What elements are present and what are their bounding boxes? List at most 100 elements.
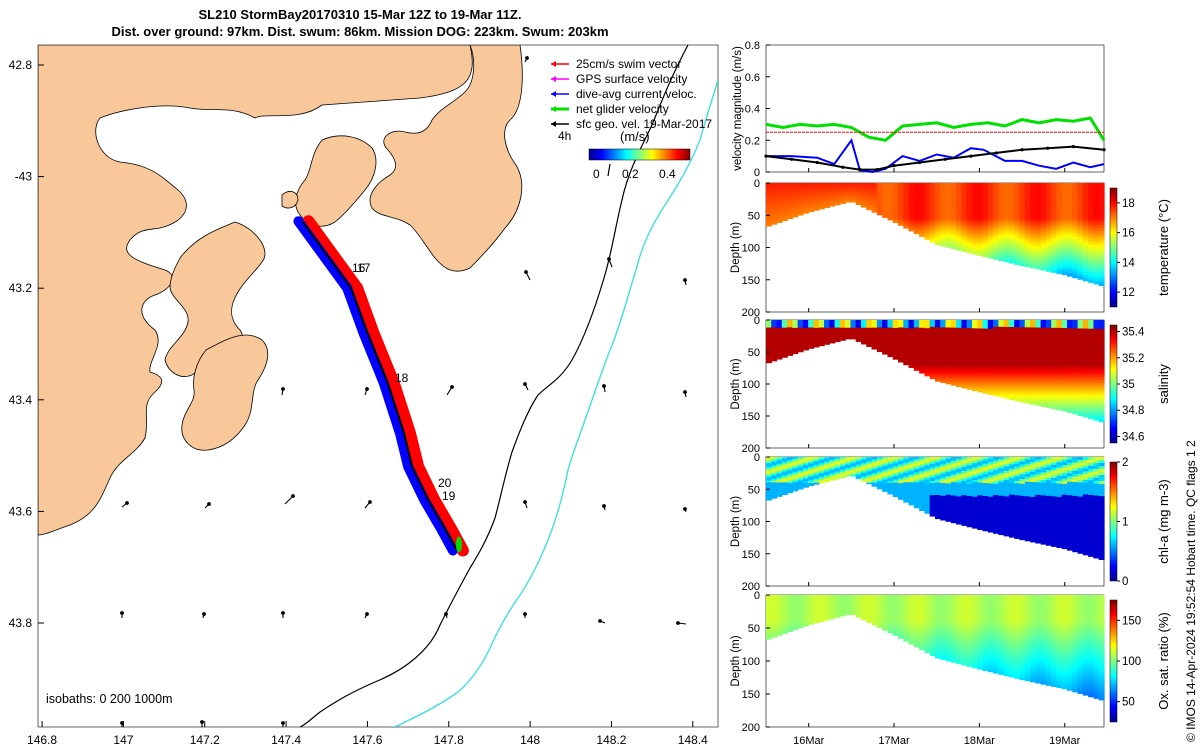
section-cell — [1051, 214, 1058, 218]
section-cell — [924, 351, 931, 354]
section-cell — [808, 340, 815, 343]
section-cell — [1077, 373, 1084, 377]
section-cell — [1067, 358, 1073, 362]
section-cell — [1061, 397, 1068, 401]
section-cell — [876, 185, 883, 188]
section-cell — [882, 202, 889, 204]
section-cell — [903, 323, 910, 326]
section-cell — [855, 195, 862, 197]
section-cell — [866, 324, 873, 327]
section-cell — [940, 360, 947, 363]
map-y-tick-label: 43.6 — [9, 504, 33, 518]
section-cell — [861, 188, 867, 190]
section-cell — [1008, 383, 1015, 386]
section-cell — [1024, 395, 1031, 399]
section-cell — [1056, 380, 1063, 384]
section-cell — [1088, 415, 1095, 420]
section-cell — [1003, 206, 1010, 210]
section-cell — [993, 230, 999, 233]
section-cell — [1077, 219, 1084, 224]
section-cell — [876, 324, 883, 327]
section-cell — [1077, 325, 1084, 330]
section-cell — [1030, 250, 1036, 254]
section-cell — [776, 338, 783, 341]
section-cell — [771, 482, 778, 485]
section-cell — [802, 327, 809, 329]
section-cell — [898, 202, 904, 205]
section-cell — [940, 336, 947, 339]
section-cell — [1093, 322, 1100, 327]
section-cell — [871, 337, 878, 339]
section-cell — [1093, 358, 1100, 362]
section-cell — [993, 328, 999, 332]
section-cell — [808, 323, 815, 325]
section-cell — [871, 343, 878, 346]
section-cell — [1019, 185, 1026, 189]
section-cell — [940, 358, 947, 361]
section-cell — [945, 327, 952, 330]
section-cell — [1014, 199, 1021, 203]
section-cell — [771, 320, 778, 322]
section-cell — [929, 335, 936, 338]
section-cell — [998, 233, 1005, 237]
section-cell — [861, 199, 867, 202]
section-cell — [771, 343, 778, 346]
legend-label: sfc geo. vel. 19-Mar-2017 — [576, 117, 712, 131]
section-cell — [971, 203, 978, 207]
section-cell — [876, 332, 883, 335]
section-cell — [966, 350, 973, 354]
geostrophic-arrow-head — [683, 507, 687, 511]
section-cell — [898, 350, 904, 353]
section-cell — [808, 325, 815, 328]
section-cell — [797, 464, 804, 467]
section-cell — [797, 183, 804, 186]
section-cell — [829, 200, 836, 202]
section-cell — [797, 210, 804, 212]
section-cell — [1051, 333, 1058, 337]
section-cell — [982, 228, 989, 232]
series-point — [858, 168, 862, 172]
geostrophic-arrow-head — [523, 612, 527, 616]
section-cell — [987, 359, 994, 363]
section-cell — [892, 184, 899, 186]
section-cell — [802, 464, 809, 466]
section-cell — [776, 460, 783, 463]
section-cell — [787, 200, 794, 203]
section-cell — [1056, 225, 1063, 229]
section-cell — [971, 322, 978, 325]
section-cell — [834, 320, 841, 322]
section-cell — [787, 332, 794, 335]
section-cell — [1072, 191, 1079, 195]
section-cell — [792, 195, 799, 198]
section-cell — [1019, 217, 1026, 221]
section-cell — [908, 350, 915, 353]
section-cell — [766, 347, 772, 350]
section-cell — [1024, 368, 1031, 372]
section-cell — [887, 325, 894, 328]
section-cell — [797, 347, 804, 349]
section-cell — [1067, 254, 1073, 258]
section-cell — [808, 472, 815, 475]
section-cell — [824, 327, 830, 330]
section-cell — [808, 344, 815, 347]
section-cell — [866, 340, 873, 343]
section-cell — [866, 204, 873, 206]
section-cell — [1098, 382, 1105, 387]
section-cell — [1019, 200, 1026, 204]
series-point — [1046, 146, 1050, 150]
section-cell — [908, 222, 915, 225]
section-cell — [987, 326, 994, 330]
section-cell — [787, 460, 794, 462]
section-cell — [950, 327, 957, 331]
section-cell — [1061, 336, 1068, 340]
section-cell — [802, 330, 809, 333]
section-cell — [987, 370, 994, 374]
section-cell — [998, 230, 1005, 234]
section-cell — [935, 220, 941, 224]
section-cell — [813, 340, 820, 342]
section-cell — [771, 481, 778, 483]
section-cell — [882, 196, 889, 198]
section-cell — [1019, 392, 1026, 396]
section-cell — [924, 186, 931, 189]
section-cell — [1003, 247, 1010, 251]
